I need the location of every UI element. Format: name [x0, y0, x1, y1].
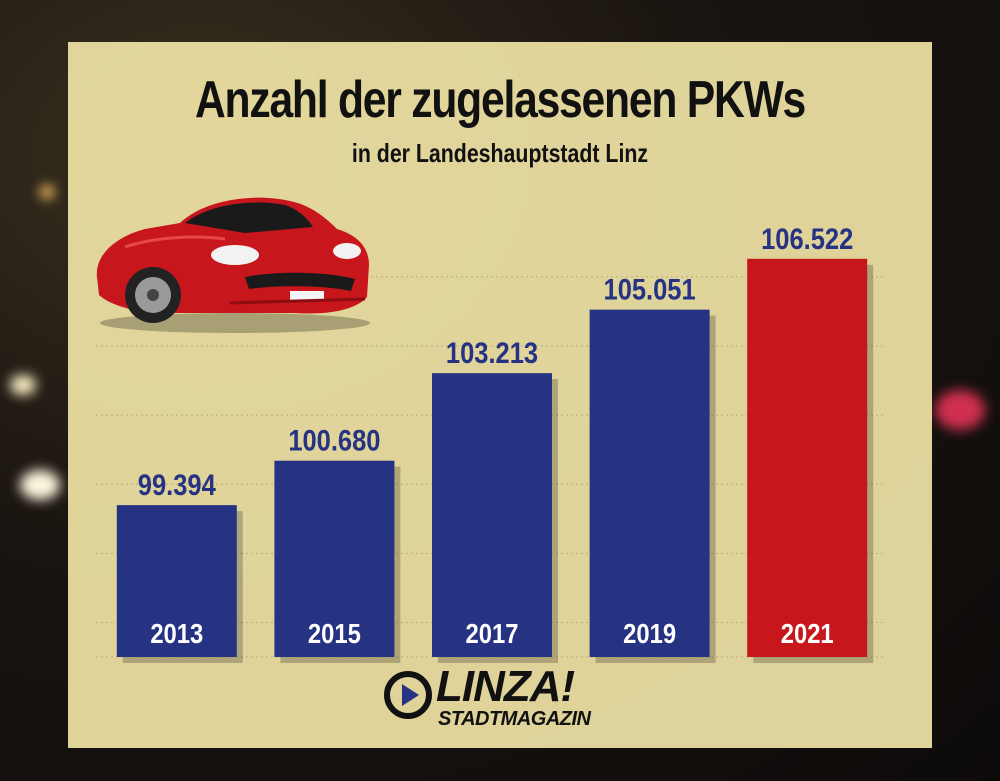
bar-2015 [274, 460, 395, 657]
background-light [935, 390, 985, 430]
bar-2013 [116, 505, 237, 657]
category-label: 2015 [308, 617, 361, 649]
category-label: 2019 [623, 617, 676, 649]
data-label: 99.394 [138, 468, 216, 501]
chart-subtitle: in der Landeshauptstadt Linz [351, 138, 649, 168]
category-label: 2017 [466, 617, 519, 649]
bar-2021 [747, 258, 868, 657]
play-badge-icon [384, 671, 432, 719]
logo-name: LINZA! [436, 662, 575, 711]
logo-tagline: STADTMAGAZIN [438, 708, 591, 730]
category-label: 2013 [150, 617, 203, 649]
background-light [20, 470, 60, 500]
car-illustration-icon [96, 197, 370, 333]
linza-logo: LINZA! STADTMAGAZIN [383, 662, 623, 738]
data-label: 100.680 [288, 424, 380, 457]
bar-2017 [432, 373, 552, 657]
background-light [40, 185, 54, 199]
category-label: 2021 [781, 617, 834, 649]
data-label: 106.522 [761, 222, 853, 255]
data-label: 103.213 [446, 336, 538, 369]
background-light [10, 375, 36, 395]
data-label: 105.051 [604, 273, 696, 306]
bar-2019 [589, 309, 710, 657]
chart-title: Anzahl der zugelassenen PKWs [194, 71, 806, 129]
